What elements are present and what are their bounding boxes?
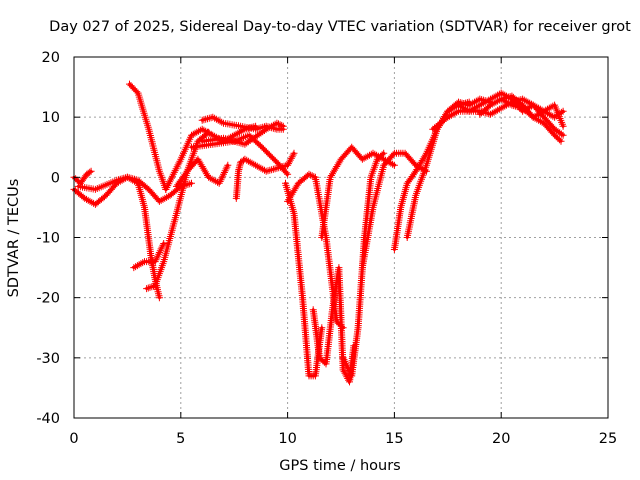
series-group <box>70 80 567 386</box>
series-arc-15 <box>309 264 358 386</box>
chart-title: Day 027 of 2025, Sidereal Day-to-day VTE… <box>49 19 631 35</box>
series-markers <box>497 92 567 130</box>
series-markers <box>318 143 398 241</box>
x-tick-label: 20 <box>492 431 510 447</box>
y-tick-label: -20 <box>36 291 60 307</box>
y-axis-label: SDTVAR / TECUs <box>6 179 22 298</box>
x-tick-label: 15 <box>385 431 403 447</box>
series-markers <box>173 155 232 190</box>
y-tick-label: 20 <box>42 50 60 66</box>
series-markers <box>198 119 287 148</box>
series-arc-11 <box>188 131 292 178</box>
y-tick-label: 0 <box>51 170 60 186</box>
y-tick-label: -10 <box>36 231 60 247</box>
series-arc-4 <box>126 80 170 193</box>
x-tick-label: 10 <box>278 431 296 447</box>
y-tick-label: 10 <box>42 110 60 126</box>
series-arc-6 <box>143 128 213 293</box>
series-markers <box>390 98 473 253</box>
series-markers <box>130 240 168 272</box>
ticks: 0 5 10 15 20 25 -40 -30 -20 -10 0 10 20 <box>36 50 617 447</box>
x-tick-label: 0 <box>69 431 78 447</box>
series-markers <box>126 80 170 193</box>
series-arc-24 <box>497 92 567 130</box>
x-tick-label: 5 <box>176 431 185 447</box>
y-tick-label: -30 <box>36 351 60 367</box>
series-arc-19 <box>390 98 473 253</box>
x-tick-label: 25 <box>599 431 617 447</box>
series-arc-8 <box>173 155 232 190</box>
series-arc-12 <box>198 119 287 148</box>
x-axis-label: GPS time / hours <box>279 458 400 474</box>
series-line <box>392 100 471 252</box>
series-arc-18 <box>358 149 430 272</box>
y-tick-label: -40 <box>36 411 60 427</box>
series-arc-3 <box>74 173 163 302</box>
series-markers <box>309 264 358 386</box>
series-markers <box>358 149 430 272</box>
series-arc-5 <box>130 240 168 272</box>
series-arc-16 <box>318 143 398 241</box>
